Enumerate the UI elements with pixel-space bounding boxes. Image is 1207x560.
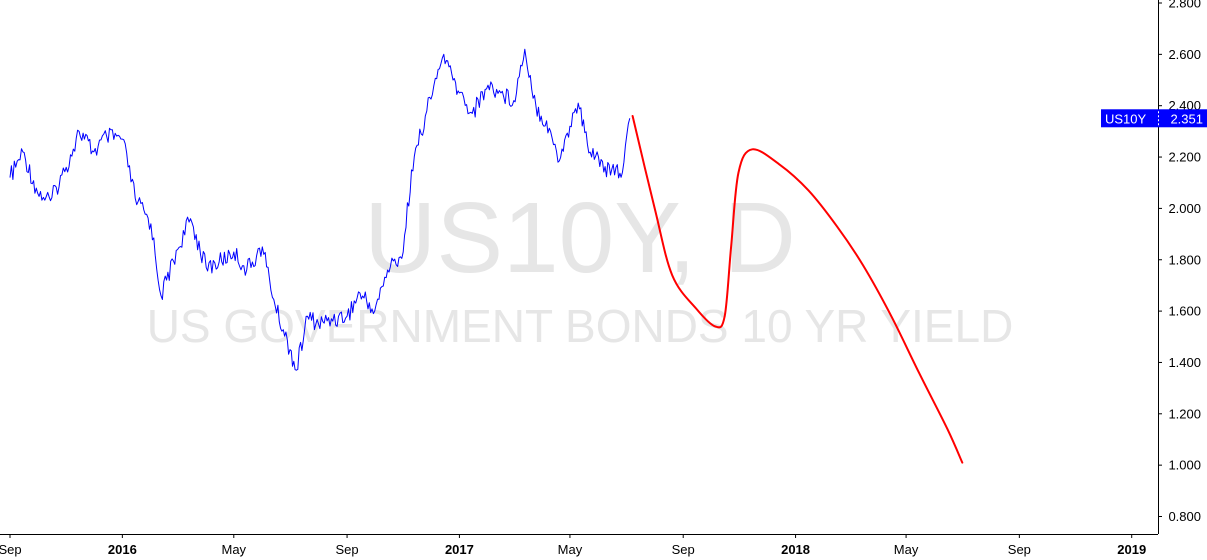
y-tick-label: 0.800 <box>1168 509 1201 524</box>
x-tick-label: Sep <box>0 542 22 557</box>
y-tick-label: 1.000 <box>1168 458 1201 473</box>
y-tick-label: 1.400 <box>1168 355 1201 370</box>
last-value-badge <box>1101 109 1207 128</box>
x-tick-label: Sep <box>335 542 358 557</box>
y-tick-label: 1.200 <box>1168 406 1201 421</box>
x-tick-label: 2016 <box>108 542 137 557</box>
x-tick-label: May <box>894 542 919 557</box>
x-tick-label: 2017 <box>445 542 474 557</box>
y-tick-label: 2.200 <box>1168 150 1201 165</box>
projection-curve <box>631 115 964 464</box>
y-tick-label: 1.600 <box>1168 304 1201 319</box>
x-tick-label: 2019 <box>1117 542 1146 557</box>
x-tick-label: May <box>558 542 583 557</box>
last-value-number: 2.351 <box>1170 111 1203 126</box>
watermark-description: US GOVERNMENT BONDS 10 YR YIELD <box>147 300 1014 352</box>
x-tick-label: Sep <box>672 542 695 557</box>
x-tick-label: Sep <box>1008 542 1031 557</box>
y-tick-label: 1.800 <box>1168 252 1201 267</box>
y-tick-label: 2.800 <box>1168 0 1201 11</box>
y-tick-label: 2.000 <box>1168 201 1201 216</box>
price-series-line <box>9 48 631 371</box>
x-tick-label: May <box>222 542 247 557</box>
y-tick-label: 2.600 <box>1168 47 1201 62</box>
x-tick-label: 2018 <box>781 542 810 557</box>
watermark-symbol: US10Y, D <box>364 182 796 294</box>
last-value-symbol: US10Y <box>1105 111 1147 126</box>
